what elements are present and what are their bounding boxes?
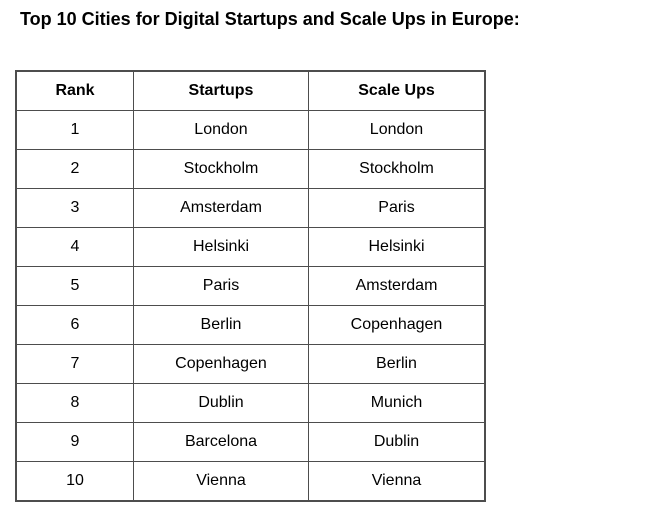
table-cell-scaleups: Munich [308,383,486,423]
table-row: 10 Vienna Vienna [15,461,486,502]
table-cell-scaleups: Helsinki [308,227,486,267]
table-cell-startups: Amsterdam [133,188,309,228]
cities-table: Rank Startups Scale Ups 1 London London … [15,70,486,502]
table-cell-startups: Dublin [133,383,309,423]
table-cell-rank: 3 [15,188,134,228]
table-header-rank: Rank [15,70,134,111]
table-cell-rank: 8 [15,383,134,423]
table-cell-rank: 4 [15,227,134,267]
table-cell-startups: Copenhagen [133,344,309,384]
table-row: 1 London London [15,110,486,150]
table-header-row: Rank Startups Scale Ups [15,70,486,111]
table-cell-scaleups: Paris [308,188,486,228]
table-header-scaleups: Scale Ups [308,70,486,111]
table-cell-startups: Barcelona [133,422,309,462]
table-row: 5 Paris Amsterdam [15,266,486,306]
table-cell-scaleups: London [308,110,486,150]
table-cell-rank: 5 [15,266,134,306]
table-cell-rank: 9 [15,422,134,462]
table-row: 2 Stockholm Stockholm [15,149,486,189]
table-body: 1 London London 2 Stockholm Stockholm 3 … [15,110,486,502]
table-cell-rank: 7 [15,344,134,384]
table-cell-rank: 10 [15,461,134,502]
table-row: 4 Helsinki Helsinki [15,227,486,267]
table-cell-startups: London [133,110,309,150]
table-header-startups: Startups [133,70,309,111]
table-cell-scaleups: Copenhagen [308,305,486,345]
table-cell-scaleups: Berlin [308,344,486,384]
table-row: 8 Dublin Munich [15,383,486,423]
table-row: 9 Barcelona Dublin [15,422,486,462]
table-cell-rank: 2 [15,149,134,189]
table-cell-scaleups: Stockholm [308,149,486,189]
table-row: 6 Berlin Copenhagen [15,305,486,345]
table-cell-scaleups: Dublin [308,422,486,462]
table-cell-startups: Helsinki [133,227,309,267]
table-cell-startups: Stockholm [133,149,309,189]
table-head: Rank Startups Scale Ups [15,70,486,111]
table-cell-scaleups: Amsterdam [308,266,486,306]
table-row: 7 Copenhagen Berlin [15,344,486,384]
table-row: 3 Amsterdam Paris [15,188,486,228]
table-cell-startups: Berlin [133,305,309,345]
table-cell-startups: Paris [133,266,309,306]
table-cell-rank: 6 [15,305,134,345]
table-cell-scaleups: Vienna [308,461,486,502]
table-cell-startups: Vienna [133,461,309,502]
table-cell-rank: 1 [15,110,134,150]
page-title: Top 10 Cities for Digital Startups and S… [20,9,520,29]
